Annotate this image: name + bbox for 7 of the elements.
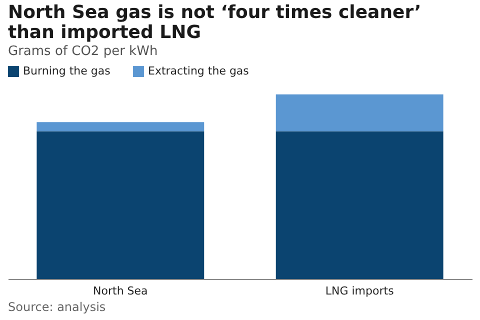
x-tick-label: North Sea — [93, 284, 148, 298]
legend-label: Burning the gas — [23, 64, 111, 78]
chart-title: North Sea gas is not ‘four times cleaner’ than imported LNG — [8, 2, 422, 43]
source-note: Source: analysis — [8, 300, 107, 314]
legend-label: Extracting the gas — [148, 64, 250, 78]
chart-subtitle: Grams of CO2 per kWh — [8, 44, 158, 59]
x-tick-label: LNG imports — [325, 284, 394, 298]
